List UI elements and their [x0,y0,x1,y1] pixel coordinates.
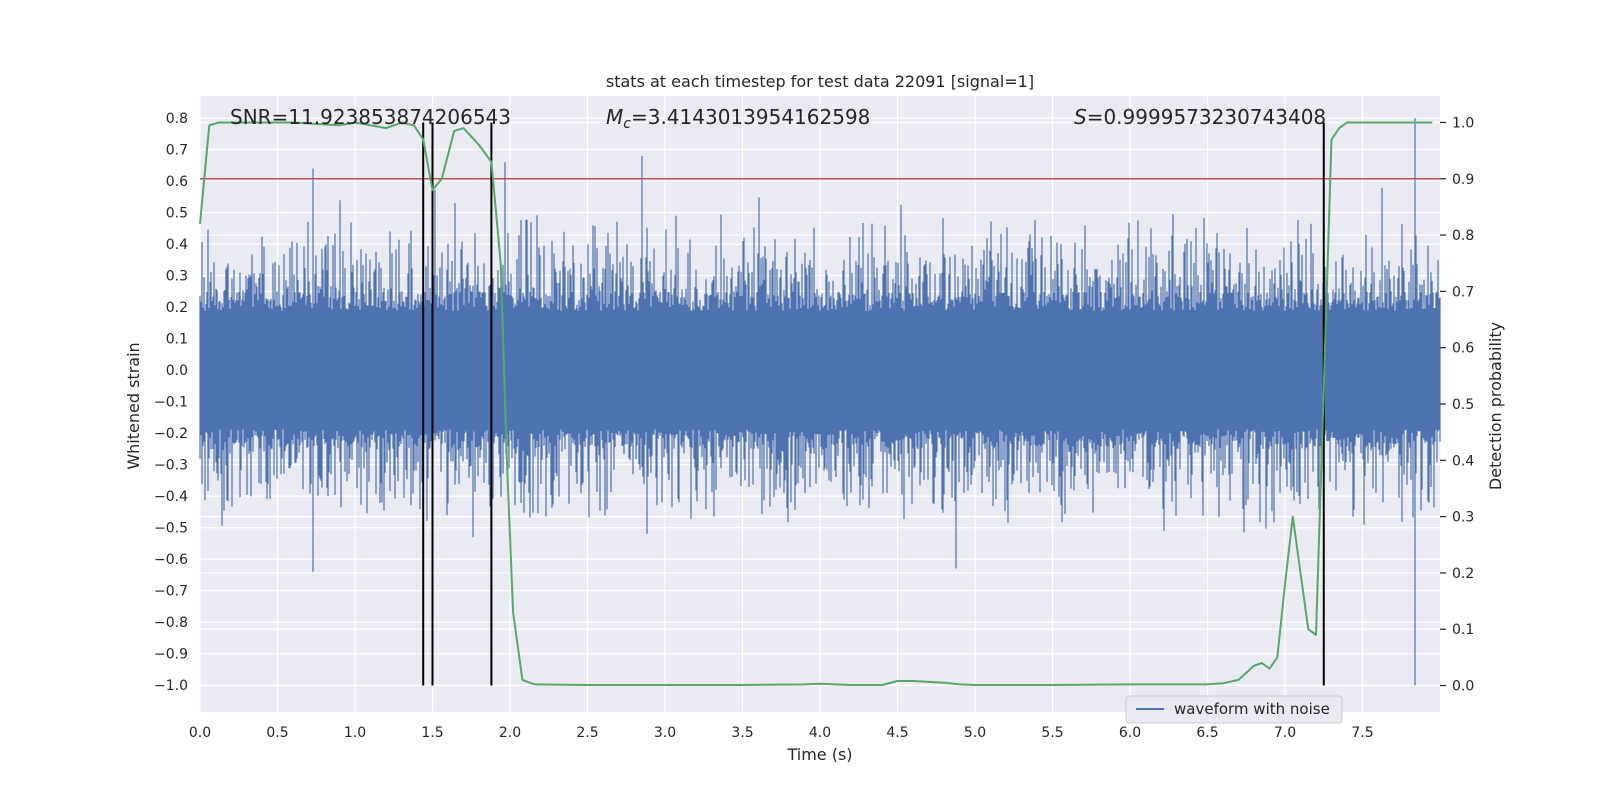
x-tick-label: 1.5 [421,725,443,741]
legend: waveform with noise [1125,695,1343,724]
probability-line [199,121,1433,686]
y-left-tick-label: −0.3 [154,458,188,474]
y-left-tick-label: 0.8 [166,111,188,127]
chart-title: stats at each timestep for test data 220… [606,72,1034,91]
waveform-series [199,118,1441,686]
y-left-tick-label: −0.6 [154,552,188,568]
mc-subscript: c [623,116,631,132]
s-symbol: S [1074,105,1087,129]
y-left-tick-label: 0.3 [166,269,188,285]
y-right-tick-label: 0.9 [1452,172,1474,188]
legend-label: waveform with noise [1174,700,1330,718]
y-left-tick-label: −0.1 [154,395,188,411]
x-tick-label: 0.0 [189,725,211,741]
x-tick-label: 6.5 [1196,725,1218,741]
y-right-tick-label: 0.5 [1452,397,1474,413]
mc-value: =3.4143013954162598 [631,105,870,129]
y-left-tick-label: −0.8 [154,615,188,631]
y-right-tick-label: 0.7 [1452,284,1474,300]
x-tick-label: 2.0 [499,725,521,741]
legend-box [1125,695,1343,724]
x-tick-label: 7.5 [1351,725,1373,741]
x-tick-label: 5.0 [964,725,986,741]
y-left-tick-label: 0.1 [166,332,188,348]
x-axis-ticks: 0.0 0.5 1.0 1.5 2.0 2.5 3.0 3.5 4.0 4.5 5.0 5.5 6.0 6… [189,725,1374,741]
waveform-trace [199,118,1441,686]
y-left-tick-label: 0.4 [166,237,188,253]
x-axis-label: Time (s) [786,745,852,764]
x-tick-label: 5.5 [1041,725,1063,741]
y-right-tick-label: 0.0 [1452,679,1474,695]
y-left-axis-label: Whitened strain [124,342,143,469]
chirp-mass-annotation: Mc=3.4143013954162598 [606,105,870,132]
y-left-tick-label: −0.7 [154,584,188,600]
x-tick-label: 6.0 [1119,725,1141,741]
snr-annotation: SNR=11.923853874206543 [230,105,511,129]
x-tick-label: 2.5 [576,725,598,741]
y-left-tick-label: 0.2 [166,300,188,316]
y-right-tick-label: 0.1 [1452,622,1474,638]
y-right-tick-label: 1.0 [1452,115,1474,131]
score-annotation: S=0.9999573230743408 [1074,105,1326,129]
y-left-axis-ticks: 0.8 0.7 0.6 0.5 0.4 0.3 0.2 0.1 0.0 −0.1 −0.2 −0.3 −… [154,111,188,694]
s-value: =0.9999573230743408 [1087,105,1326,129]
y-left-tick-label: −0.5 [154,521,188,537]
y-right-axis-ticks: 1.0 0.9 0.8 0.7 0.6 0.5 0.4 0.3 0.2 0.1 0.0 [1440,115,1474,695]
mc-symbol: M [606,105,623,129]
x-tick-label: 7.0 [1274,725,1296,741]
x-tick-label: 1.0 [344,725,366,741]
y-right-tick-label: 0.6 [1452,341,1474,357]
y-left-tick-label: 0.7 [166,143,188,159]
y-left-tick-label: −0.9 [154,647,188,663]
y-right-tick-label: 0.8 [1452,228,1474,244]
y-left-tick-label: −0.4 [154,489,188,505]
x-tick-label: 0.5 [266,725,288,741]
x-tick-label: 3.5 [731,725,753,741]
y-right-axis-label: Detection probability [1486,322,1505,490]
y-left-tick-label: 0.6 [166,174,188,190]
y-right-tick-label: 0.4 [1452,453,1474,469]
x-tick-label: 4.5 [886,725,908,741]
y-left-tick-label: 0.5 [166,206,188,222]
x-tick-label: 4.0 [809,725,831,741]
probability-series [199,121,1433,686]
y-right-tick-label: 0.2 [1452,566,1474,582]
y-left-tick-label: −0.2 [154,426,188,442]
y-right-tick-label: 0.3 [1452,510,1474,526]
x-tick-label: 3.0 [654,725,676,741]
y-left-tick-label: −1.0 [154,678,188,694]
y-left-tick-label: 0.0 [166,363,188,379]
